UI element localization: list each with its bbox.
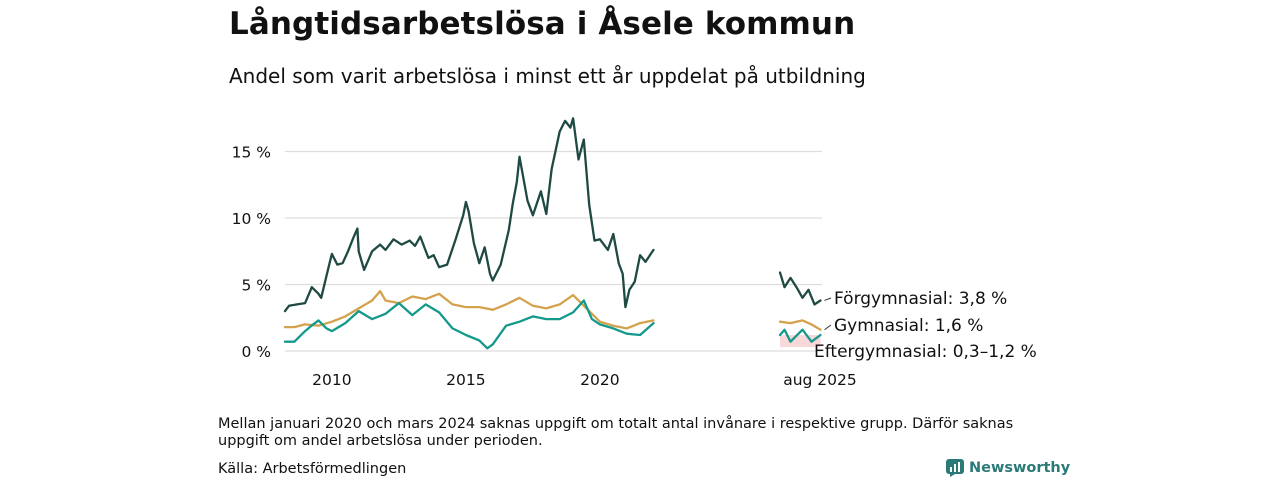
line-chart: 0 % 5 % 10 % 15 % 2010 2015 2020 aug 2025 Förg…: [232, 117, 1037, 389]
grid-lines: [285, 150, 822, 352]
series-end-label: Gymnasial: 1,6 %: [834, 316, 983, 336]
leader-line: [824, 324, 832, 331]
chart-subtitle: Andel som varit arbetslösa i minst ett å…: [229, 64, 866, 88]
series-line-eftergymnasial-1: [778, 328, 822, 343]
series-end-label: Förgymnasial: 3,8 %: [834, 289, 1007, 309]
y-tick-label: 0 %: [241, 343, 271, 361]
x-tick-label: 2010: [312, 371, 351, 389]
series-line-gymnasial-1: [778, 319, 822, 331]
x-tick-label: 2020: [580, 371, 619, 389]
y-tick-label: 10 %: [232, 210, 271, 228]
x-tick-label-last: aug 2025: [783, 371, 857, 389]
source-text: Källa: Arbetsförmedlingen: [218, 461, 407, 477]
series-line-förgymnasial-1: [778, 271, 822, 306]
leader-line: [824, 297, 832, 301]
eftergymnasial-range-band: [780, 335, 821, 347]
brand-name: Newsworthy: [969, 460, 1071, 476]
series-line-förgymnasial-0: [283, 117, 655, 313]
y-tick-label: 15 %: [232, 144, 271, 162]
y-tick-label: 5 %: [241, 277, 271, 295]
series-end-labels: Förgymnasial: 3,8 % Gymnasial: 1,6 % Efter…: [814, 289, 1037, 362]
chart-title: Långtidsarbetslösa i Åsele kommun: [229, 6, 856, 42]
series-line-eftergymnasial-0: [283, 299, 655, 350]
newsworthy-logo[interactable]: Newsworthy: [946, 459, 1070, 477]
x-axis-ticks: 2010 2015 2020 aug 2025: [312, 371, 857, 389]
x-tick-label: 2015: [446, 371, 485, 389]
series-end-label: Eftergymnasial: 0,3–1,2 %: [814, 342, 1037, 362]
y-axis-ticks: 0 % 5 % 10 % 15 %: [232, 144, 271, 362]
footnote: Mellan januari 2020 och mars 2024 saknas…: [218, 416, 1014, 449]
bar-chart-icon: [946, 459, 964, 477]
series-lines: [283, 117, 822, 350]
